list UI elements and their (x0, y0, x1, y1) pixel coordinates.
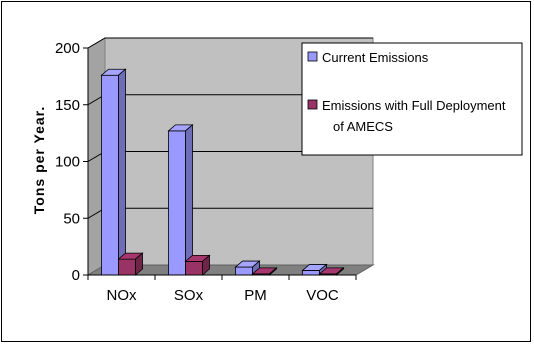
x-category-label: PM (244, 287, 267, 304)
x-category-label: NOx (107, 287, 138, 304)
bar-pm-series-2 (251, 266, 278, 276)
y-tick-label: 0 (72, 267, 80, 284)
bar-front (235, 266, 253, 276)
bar-front (168, 130, 186, 276)
x-category-label: VOC (306, 287, 339, 304)
x-category-label: SOx (174, 287, 204, 304)
bar-side (185, 123, 193, 276)
legend-label: Current Emissions (322, 50, 429, 65)
bars (100, 68, 345, 276)
bar-sox-series-2 (184, 254, 211, 276)
bar-side (336, 266, 344, 276)
bar-side (269, 266, 277, 276)
x-category-labels: NOx SOx PM VOC (107, 287, 339, 304)
legend: Current Emissions Emissions with Full Dep… (301, 42, 523, 156)
legend-box (301, 42, 523, 156)
bar-side (135, 252, 143, 276)
bar-pm-series-1 (234, 260, 261, 276)
bar-sox-series-1 (167, 123, 194, 276)
gridline (87, 37, 373, 49)
y-tick-label: 100 (55, 154, 80, 171)
bar-side (202, 254, 210, 276)
y-tick-label: 50 (63, 210, 80, 227)
bar-front (118, 258, 136, 276)
y-tick-labels: 0 50 100 150 200 (55, 40, 80, 284)
bar-nox-series-2 (117, 252, 144, 276)
axes (83, 47, 357, 280)
y-tick-label: 200 (55, 40, 80, 57)
legend-label: Emissions with Full Deployment (322, 98, 506, 113)
bar-front (185, 260, 203, 276)
y-axis-label: Tons per Year. (31, 106, 47, 214)
bar-front (302, 270, 320, 276)
legend-label: of AMECS (333, 119, 393, 134)
y-tick-label: 150 (55, 97, 80, 114)
bar-voc-series-1 (301, 263, 328, 276)
bar-front (101, 74, 119, 276)
legend-swatch (307, 99, 318, 110)
bar-side (118, 68, 126, 276)
legend-swatch (307, 51, 318, 62)
bar-nox-series-1 (100, 68, 127, 276)
